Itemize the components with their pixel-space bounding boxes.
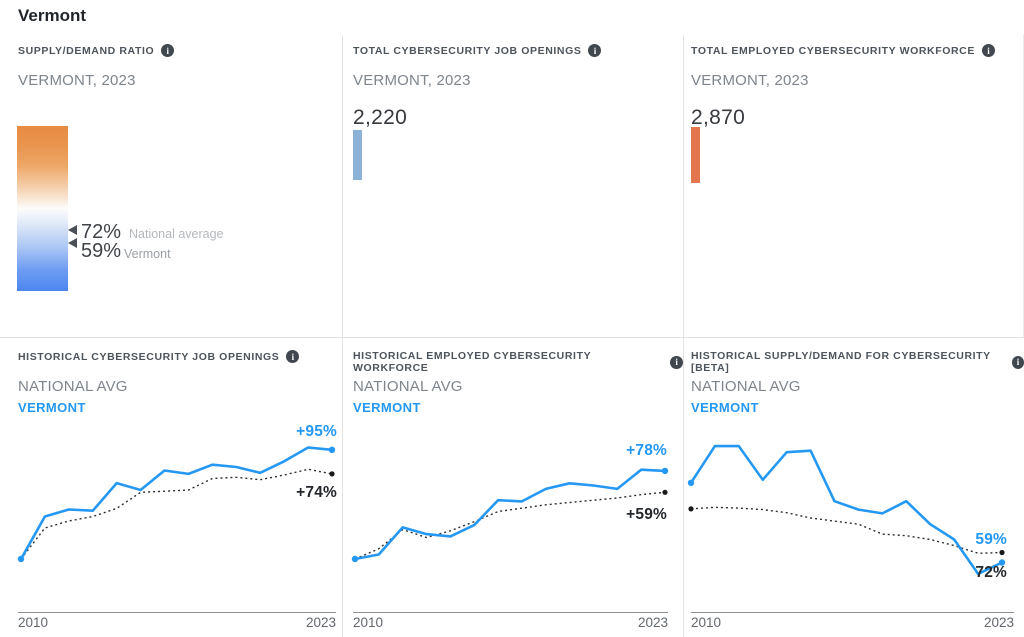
historical-job-openings-panel: HISTORICAL CYBERSECURITY JOB OPENINGS i … xyxy=(0,337,342,637)
x-axis-line xyxy=(353,612,668,613)
legend-vermont: VERMONT xyxy=(18,400,86,415)
employed-workforce-panel: TOTAL EMPLOYED CYBERSECURITY WORKFORCE i… xyxy=(683,35,1024,337)
panel-header: TOTAL CYBERSECURITY JOB OPENINGS i xyxy=(353,44,602,57)
panel-title: SUPPLY/DEMAND RATIO xyxy=(18,44,155,57)
info-icon[interactable]: i xyxy=(588,44,602,57)
panel-subtitle: VERMONT, 2023 xyxy=(353,72,471,89)
national-end-label: +59% xyxy=(626,506,667,523)
national-ratio-label: National average xyxy=(129,227,224,241)
info-icon[interactable]: i xyxy=(1012,355,1024,369)
x-tick-start: 2010 xyxy=(691,615,722,630)
historical-supply-demand-panel: HISTORICAL SUPPLY/DEMAND FOR CYBERSECURI… xyxy=(683,337,1024,637)
legend-national-avg: NATIONAL AVG xyxy=(691,378,801,395)
vermont-ratio-value: 59% xyxy=(81,240,122,262)
panel-title: TOTAL CYBERSECURITY JOB OPENINGS xyxy=(353,44,582,57)
vermont-end-label: 59% xyxy=(975,531,1007,548)
supply-demand-gradient-scale xyxy=(17,126,68,291)
panel-header: SUPPLY/DEMAND RATIO i xyxy=(18,44,175,57)
national-marker-icon xyxy=(68,225,77,235)
legend-vermont: VERMONT xyxy=(353,400,421,415)
legend-national-avg: NATIONAL AVG xyxy=(18,378,128,395)
line-chart[interactable] xyxy=(0,421,341,611)
job-openings-value: 2,220 xyxy=(353,106,408,129)
vermont-ratio-label: Vermont xyxy=(124,247,171,261)
panel-header: TOTAL EMPLOYED CYBERSECURITY WORKFORCE i xyxy=(691,44,995,57)
job-openings-panel: TOTAL CYBERSECURITY JOB OPENINGS i VERMO… xyxy=(342,35,683,337)
panel-subtitle: VERMONT, 2023 xyxy=(18,72,136,89)
vermont-end-label: +95% xyxy=(296,423,337,440)
job-openings-bar xyxy=(353,130,362,180)
panel-grid: SUPPLY/DEMAND RATIO i VERMONT, 2023 72% … xyxy=(0,35,1024,637)
legend-national-avg: NATIONAL AVG xyxy=(353,378,463,395)
legend-vermont: VERMONT xyxy=(691,400,759,415)
info-icon[interactable]: i xyxy=(161,44,175,57)
page-title: Vermont xyxy=(18,6,87,25)
x-axis-line xyxy=(691,612,1014,613)
info-icon[interactable]: i xyxy=(286,350,300,363)
employed-workforce-bar xyxy=(691,127,700,183)
supply-demand-panel: SUPPLY/DEMAND RATIO i VERMONT, 2023 72% … xyxy=(0,35,342,337)
national-end-label: 72% xyxy=(975,564,1007,581)
info-icon[interactable]: i xyxy=(670,355,683,369)
x-axis-line xyxy=(18,612,336,613)
employed-workforce-value: 2,870 xyxy=(691,106,746,129)
panel-title: HISTORICAL EMPLOYED CYBERSECURITY WORKFO… xyxy=(353,350,591,374)
x-tick-end: 2023 xyxy=(637,615,668,630)
x-tick-end: 2023 xyxy=(305,615,336,630)
panel-header: HISTORICAL CYBERSECURITY JOB OPENINGS i xyxy=(18,350,300,363)
national-end-label: +74% xyxy=(296,484,337,501)
line-chart[interactable] xyxy=(343,421,684,611)
panel-header: HISTORICAL SUPPLY/DEMAND FOR CYBERSECURI… xyxy=(691,350,1024,374)
panel-header: HISTORICAL EMPLOYED CYBERSECURITY WORKFO… xyxy=(353,350,683,374)
info-icon[interactable]: i xyxy=(981,44,995,57)
x-tick-end: 2023 xyxy=(983,615,1014,630)
panel-title: TOTAL EMPLOYED CYBERSECURITY WORKFORCE xyxy=(691,44,975,57)
x-tick-start: 2010 xyxy=(353,615,384,630)
panel-subtitle: VERMONT, 2023 xyxy=(691,72,809,89)
vermont-end-label: +78% xyxy=(626,442,667,459)
x-tick-start: 2010 xyxy=(18,615,49,630)
line-chart[interactable] xyxy=(684,421,1024,611)
vermont-marker-icon xyxy=(68,238,77,248)
panel-title: HISTORICAL SUPPLY/DEMAND FOR CYBERSECURI… xyxy=(691,350,991,374)
national-ratio-value: 72% xyxy=(81,221,122,243)
historical-workforce-panel: HISTORICAL EMPLOYED CYBERSECURITY WORKFO… xyxy=(342,337,683,637)
panel-title: HISTORICAL CYBERSECURITY JOB OPENINGS xyxy=(18,350,280,363)
